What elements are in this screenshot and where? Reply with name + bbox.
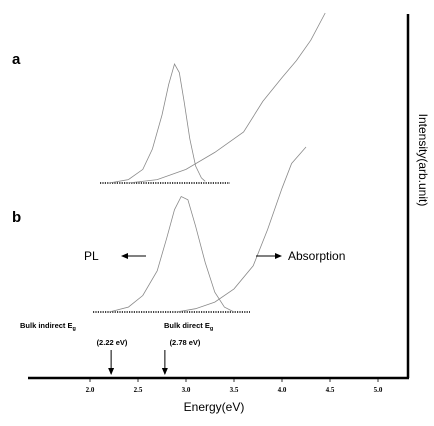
x-tick-label: 3.0 bbox=[182, 386, 191, 394]
direct-gap-value: (2.78 eV) bbox=[170, 338, 201, 347]
absorption-label: Absorption bbox=[288, 249, 345, 263]
absorption-curve-a bbox=[128, 12, 326, 184]
absorption-curve-b bbox=[176, 146, 307, 313]
x-tick-label: 3.5 bbox=[230, 386, 239, 394]
indirect-gap-label: Bulk indirect Eg bbox=[20, 321, 76, 332]
direct-gap-label: Bulk direct Eg bbox=[164, 321, 213, 332]
panel-label-b: b bbox=[12, 209, 21, 226]
x-ticks: 2.0 2.5 3.0 3.5 4.0 4.5 5.0 bbox=[86, 378, 383, 394]
x-axis-title: Energy(eV) bbox=[184, 400, 245, 414]
x-tick-label: 4.0 bbox=[278, 386, 287, 394]
x-tick-label: 4.5 bbox=[326, 386, 335, 394]
x-tick-label: 5.0 bbox=[374, 386, 383, 394]
indirect-gap-value: (2.22 eV) bbox=[97, 338, 128, 347]
y-axis-title: Intensity(arb.unit) bbox=[416, 114, 430, 207]
panel-label-a: a bbox=[12, 51, 21, 68]
pl-label: PL bbox=[84, 249, 99, 263]
x-tick-label: 2.5 bbox=[134, 386, 143, 394]
x-tick-label: 2.0 bbox=[86, 386, 95, 394]
pl-curve-b bbox=[109, 195, 235, 313]
pl-curve-a bbox=[109, 62, 206, 184]
